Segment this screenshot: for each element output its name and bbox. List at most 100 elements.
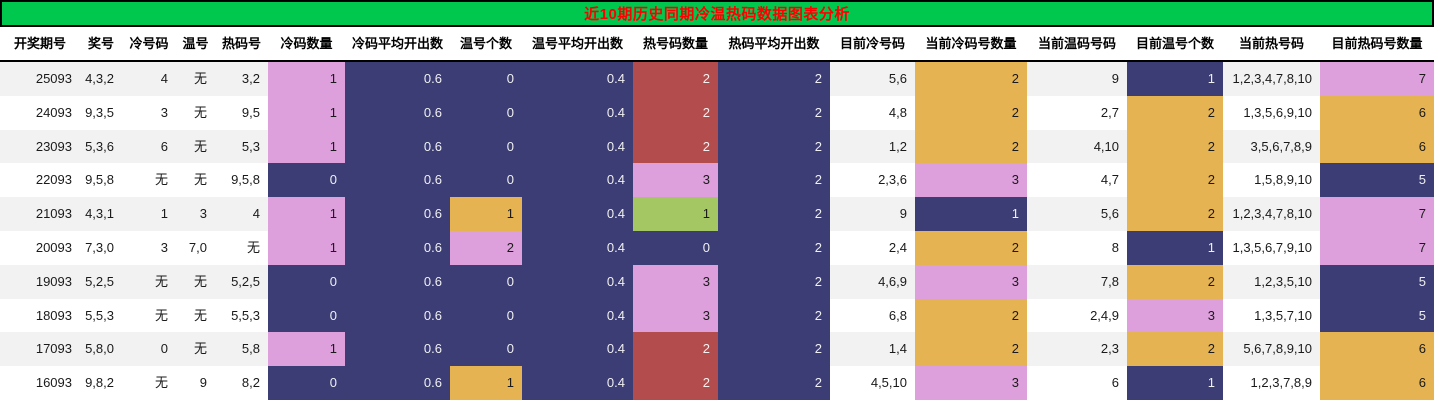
cell-warm-number: 无 — [176, 95, 215, 130]
cell-current-warm: 2,4,9 — [1027, 298, 1127, 333]
cell-hot-count: 3 — [633, 298, 718, 333]
cell-prize-numbers: 5,5,3 — [80, 298, 122, 333]
cell-cold-number: 6 — [122, 129, 176, 164]
title-bar: 近10期历史同期冷温热码数据图表分析 — [0, 0, 1434, 27]
page-title: 近10期历史同期冷温热码数据图表分析 — [584, 6, 850, 23]
cell-warm-number: 无 — [176, 62, 215, 96]
cell-current-cold-count: 2 — [915, 95, 1027, 130]
cell-current-warm: 7,8 — [1027, 264, 1127, 299]
cell-cold-avg: 0.6 — [345, 230, 450, 265]
cell-current-warm: 4,7 — [1027, 163, 1127, 198]
cell-warm-number: 无 — [176, 163, 215, 198]
cell-hot-number: 9,5 — [215, 95, 268, 130]
cell-warm-count: 0 — [450, 332, 522, 367]
cell-hot-avg: 2 — [718, 163, 830, 198]
cell-current-warm-count: 2 — [1127, 197, 1223, 231]
cell-current-hot-count: 6 — [1320, 95, 1434, 130]
cell-warm-number: 7,0 — [176, 230, 215, 265]
cell-hot-count: 2 — [633, 62, 718, 96]
cell-warm-count: 0 — [450, 95, 522, 130]
cell-cold-count: 0 — [268, 366, 345, 400]
cell-current-warm-count: 3 — [1127, 298, 1223, 333]
cell-hot-number: 4 — [215, 197, 268, 231]
cell-warm-number: 3 — [176, 197, 215, 231]
cell-current-warm: 6 — [1027, 366, 1127, 400]
cell-hot-count: 0 — [633, 230, 718, 265]
column-header-cold-number: 冷号码 — [122, 27, 176, 62]
cell-prize-numbers: 4,3,1 — [80, 197, 122, 231]
column-header-hot-avg: 热码平均开出数 — [718, 27, 830, 62]
cell-hot-number: 5,8 — [215, 332, 268, 367]
cell-warm-avg: 0.4 — [522, 298, 633, 333]
cell-hot-count: 2 — [633, 129, 718, 164]
cell-prize-numbers: 7,3,0 — [80, 230, 122, 265]
cell-cold-number: 无 — [122, 163, 176, 198]
cell-warm-avg: 0.4 — [522, 62, 633, 96]
cell-cold-number: 无 — [122, 298, 176, 333]
cell-current-warm-count: 2 — [1127, 332, 1223, 367]
column-header-period: 开奖期号 — [0, 27, 80, 62]
cell-hot-avg: 2 — [718, 95, 830, 130]
cell-warm-count: 0 — [450, 62, 522, 96]
cell-warm-number: 无 — [176, 129, 215, 164]
cell-cold-count: 1 — [268, 129, 345, 164]
cell-period: 25093 — [0, 62, 80, 96]
cell-current-warm: 9 — [1027, 62, 1127, 96]
cell-period: 21093 — [0, 197, 80, 231]
cell-current-hot: 1,2,3,7,8,9 — [1223, 366, 1320, 400]
cell-current-hot-count: 6 — [1320, 129, 1434, 164]
cell-prize-numbers: 5,8,0 — [80, 332, 122, 367]
cell-current-cold-count: 1 — [915, 197, 1027, 231]
cell-current-hot: 1,3,5,6,7,9,10 — [1223, 230, 1320, 265]
cell-cold-number: 无 — [122, 264, 176, 299]
cell-current-warm-count: 2 — [1127, 95, 1223, 130]
cell-prize-numbers: 9,3,5 — [80, 95, 122, 130]
cell-current-warm: 2,7 — [1027, 95, 1127, 130]
cell-current-cold-count: 2 — [915, 129, 1027, 164]
cell-current-warm: 8 — [1027, 230, 1127, 265]
cell-cold-avg: 0.6 — [345, 197, 450, 231]
cell-warm-avg: 0.4 — [522, 230, 633, 265]
cell-hot-count: 2 — [633, 332, 718, 367]
cell-current-warm-count: 1 — [1127, 366, 1223, 400]
cell-warm-count: 2 — [450, 230, 522, 265]
cell-warm-avg: 0.4 — [522, 95, 633, 130]
cell-cold-avg: 0.6 — [345, 95, 450, 130]
cell-warm-count: 0 — [450, 129, 522, 164]
cell-current-hot: 1,2,3,5,10 — [1223, 264, 1320, 299]
cell-cold-number: 0 — [122, 332, 176, 367]
cell-current-hot-count: 7 — [1320, 197, 1434, 231]
cell-current-cold: 4,8 — [830, 95, 915, 130]
cell-current-hot-count: 7 — [1320, 62, 1434, 96]
cell-cold-avg: 0.6 — [345, 264, 450, 299]
cell-cold-count: 1 — [268, 95, 345, 130]
cell-current-warm-count: 1 — [1127, 62, 1223, 96]
cell-current-cold-count: 3 — [915, 163, 1027, 198]
cell-cold-avg: 0.6 — [345, 163, 450, 198]
cell-warm-number: 无 — [176, 332, 215, 367]
cell-current-cold: 9 — [830, 197, 915, 231]
cell-warm-count: 0 — [450, 298, 522, 333]
cell-warm-count: 1 — [450, 197, 522, 231]
cell-cold-count: 1 — [268, 197, 345, 231]
cell-cold-count: 1 — [268, 62, 345, 96]
cell-hot-avg: 2 — [718, 197, 830, 231]
cell-current-cold-count: 2 — [915, 230, 1027, 265]
cell-hot-avg: 2 — [718, 230, 830, 265]
cell-current-warm: 2,3 — [1027, 332, 1127, 367]
cell-warm-number: 无 — [176, 264, 215, 299]
cell-hot-count: 2 — [633, 366, 718, 400]
cell-hot-number: 无 — [215, 230, 268, 265]
cell-cold-avg: 0.6 — [345, 332, 450, 367]
column-header-current-hot: 当前热号码 — [1223, 27, 1320, 62]
cell-warm-avg: 0.4 — [522, 366, 633, 400]
cell-hot-number: 9,5,8 — [215, 163, 268, 198]
cell-current-warm-count: 2 — [1127, 129, 1223, 164]
cell-period: 22093 — [0, 163, 80, 198]
cell-cold-count: 0 — [268, 264, 345, 299]
cell-period: 20093 — [0, 230, 80, 265]
cell-cold-avg: 0.6 — [345, 129, 450, 164]
column-header-warm-number: 温号 — [176, 27, 215, 62]
cell-current-hot-count: 6 — [1320, 332, 1434, 367]
